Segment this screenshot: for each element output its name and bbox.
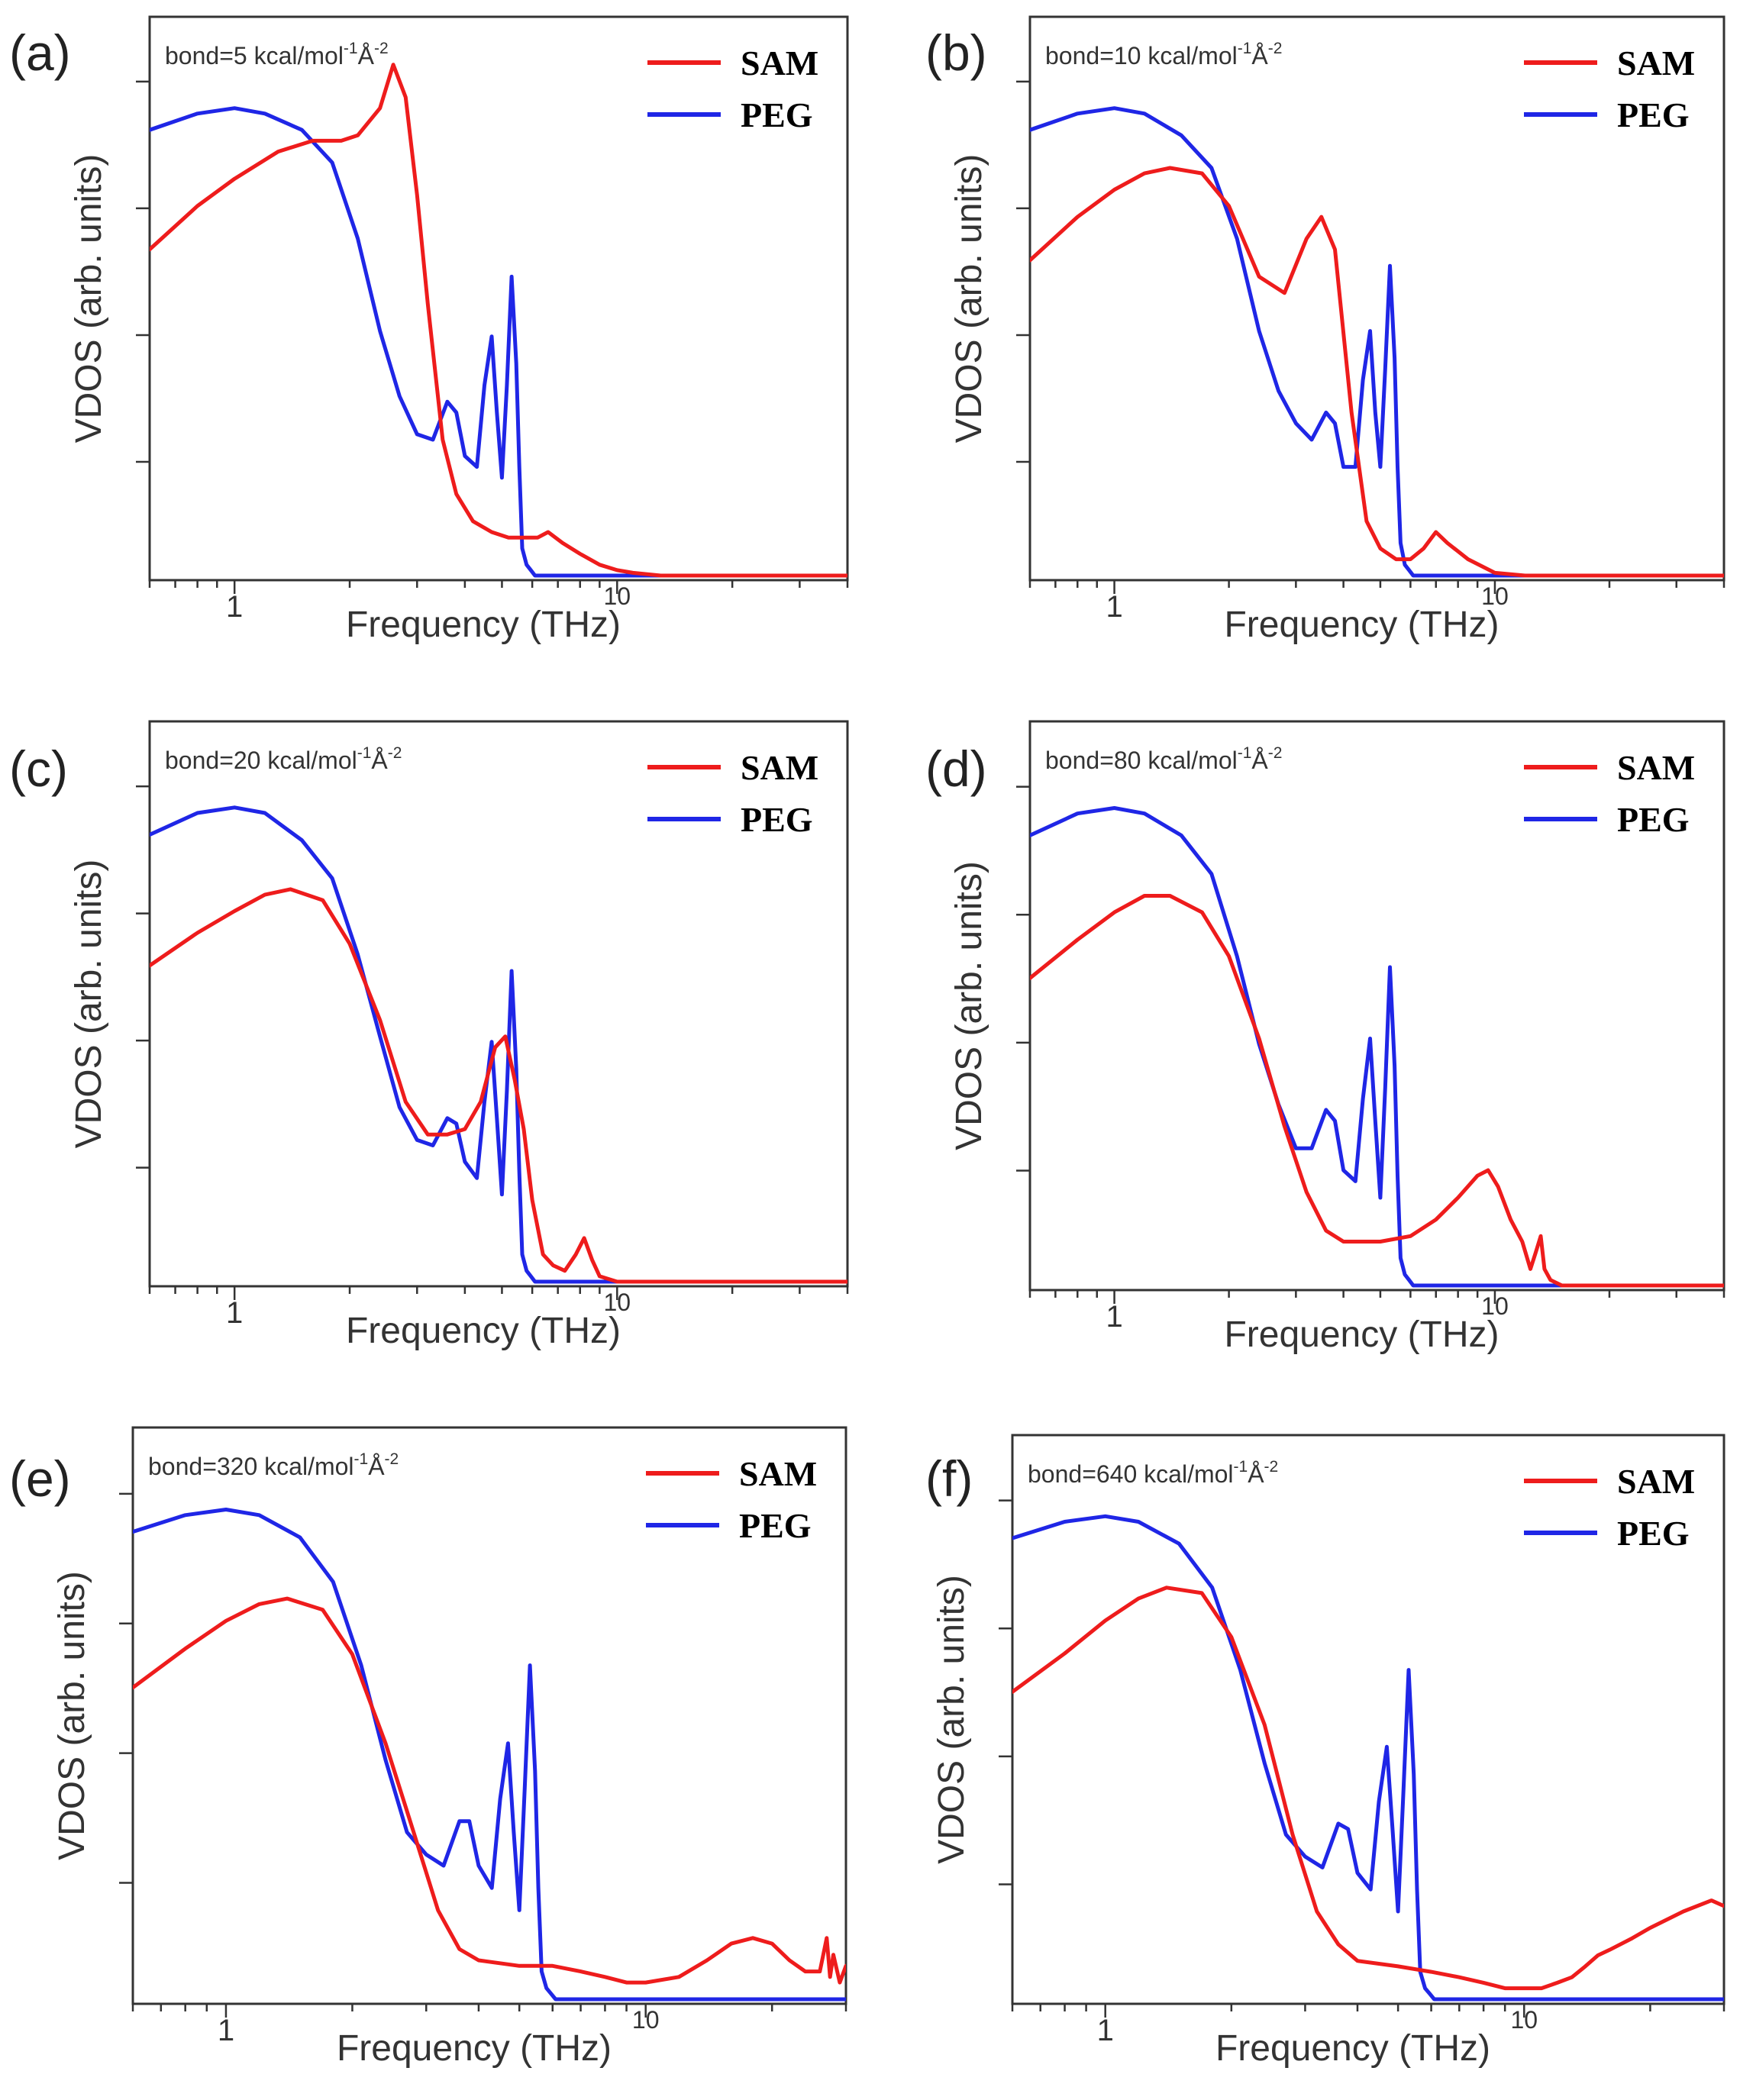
x-tick-label: 10	[1510, 2006, 1538, 2034]
x-tick-label: 1	[1097, 2014, 1114, 2047]
x-tick-label: 1	[1106, 1300, 1122, 1334]
bond-annotation: bond=640 kcal/mol-1Å-2	[1028, 1458, 1278, 1488]
series-line-peg	[150, 805, 847, 1284]
y-axis-title: VDOS (arb. units)	[949, 154, 989, 444]
legend-label-sam: SAM	[1617, 44, 1695, 82]
plot-frame	[1028, 15, 1725, 582]
x-tick-label: 10	[1481, 582, 1509, 610]
x-tick-label: 1	[218, 2014, 234, 2047]
legend-label-sam: SAM	[741, 44, 818, 82]
x-tick-label: 10	[603, 582, 631, 610]
bond-annotation: bond=80 kcal/mol-1Å-2	[1045, 744, 1282, 774]
legend-label-sam: SAM	[739, 1454, 817, 1493]
x-tick-label: 10	[632, 2006, 660, 2034]
y-axis-title: VDOS (arb. units)	[69, 154, 109, 444]
bond-annotation: bond=5 kcal/mol-1Å-2	[165, 40, 389, 69]
y-axis-title: VDOS (arb. units)	[52, 1571, 92, 1860]
panel-label: (c)	[9, 740, 68, 797]
legend-label-peg: PEG	[1617, 800, 1690, 839]
plot-frame	[148, 720, 849, 1288]
plot-frame	[148, 15, 849, 582]
x-axis-title: Frequency (THz)	[1215, 2028, 1490, 2069]
series-line-sam	[133, 1596, 846, 1985]
panel-label: (f)	[925, 1450, 973, 1507]
plot-frame	[1011, 1434, 1725, 2005]
legend-label-peg: PEG	[739, 1506, 812, 1545]
series-line-peg	[133, 1508, 846, 2002]
plot-frame	[131, 1426, 847, 2005]
legend-label-sam: SAM	[1617, 1462, 1695, 1501]
series-line-peg	[1012, 1514, 1724, 2002]
legend-label-sam: SAM	[1617, 748, 1695, 787]
series-line-peg	[1030, 806, 1724, 1288]
series-line-sam	[1030, 166, 1724, 578]
panel-label: (b)	[925, 24, 987, 81]
panel-f: (f) 1 10 Frequency (THz) VDOS (arb. units) bo…	[925, 1434, 1725, 2069]
x-tick-label: 1	[226, 1296, 243, 1330]
bond-annotation: bond=320 kcal/mol-1Å-2	[148, 1450, 399, 1480]
x-axis-title: Frequency (THz)	[346, 1311, 621, 1351]
panel-label: (e)	[9, 1450, 71, 1507]
y-axis-title: VDOS (arb. units)	[931, 1575, 972, 1864]
y-axis-title: VDOS (arb. units)	[69, 860, 109, 1149]
panel-label: (a)	[9, 24, 71, 81]
legend-label-peg: PEG	[1617, 95, 1690, 134]
legend-label-peg: PEG	[1617, 1514, 1690, 1553]
x-tick-label: 1	[226, 590, 243, 624]
x-axis-title: Frequency (THz)	[1224, 1315, 1499, 1355]
x-tick-label: 1	[1106, 590, 1122, 624]
x-tick-label: 10	[603, 1289, 631, 1316]
x-axis-title: Frequency (THz)	[1224, 605, 1499, 645]
series-line-peg	[150, 106, 847, 578]
x-axis-title: Frequency (THz)	[346, 605, 621, 645]
series-line-sam	[150, 63, 847, 578]
series-line-peg	[1030, 106, 1724, 578]
bond-annotation: bond=10 kcal/mol-1Å-2	[1045, 40, 1282, 69]
series-line-sam	[1030, 894, 1724, 1288]
panel-e: (e) 1 10 Frequency (THz) VDOS (arb. units) bo…	[9, 1426, 847, 2069]
bond-annotation: bond=20 kcal/mol-1Å-2	[165, 744, 402, 774]
series-line-sam	[1012, 1585, 1724, 1991]
legend-label-peg: PEG	[741, 800, 813, 839]
legend-label-peg: PEG	[741, 95, 813, 134]
plot-frame	[1028, 720, 1725, 1292]
x-tick-label: 10	[1481, 1292, 1509, 1320]
series-line-sam	[150, 887, 847, 1284]
legend-label-sam: SAM	[741, 748, 818, 787]
panel-label: (d)	[925, 740, 987, 797]
y-axis-title: VDOS (arb. units)	[949, 861, 989, 1150]
x-axis-title: Frequency (THz)	[337, 2028, 612, 2069]
